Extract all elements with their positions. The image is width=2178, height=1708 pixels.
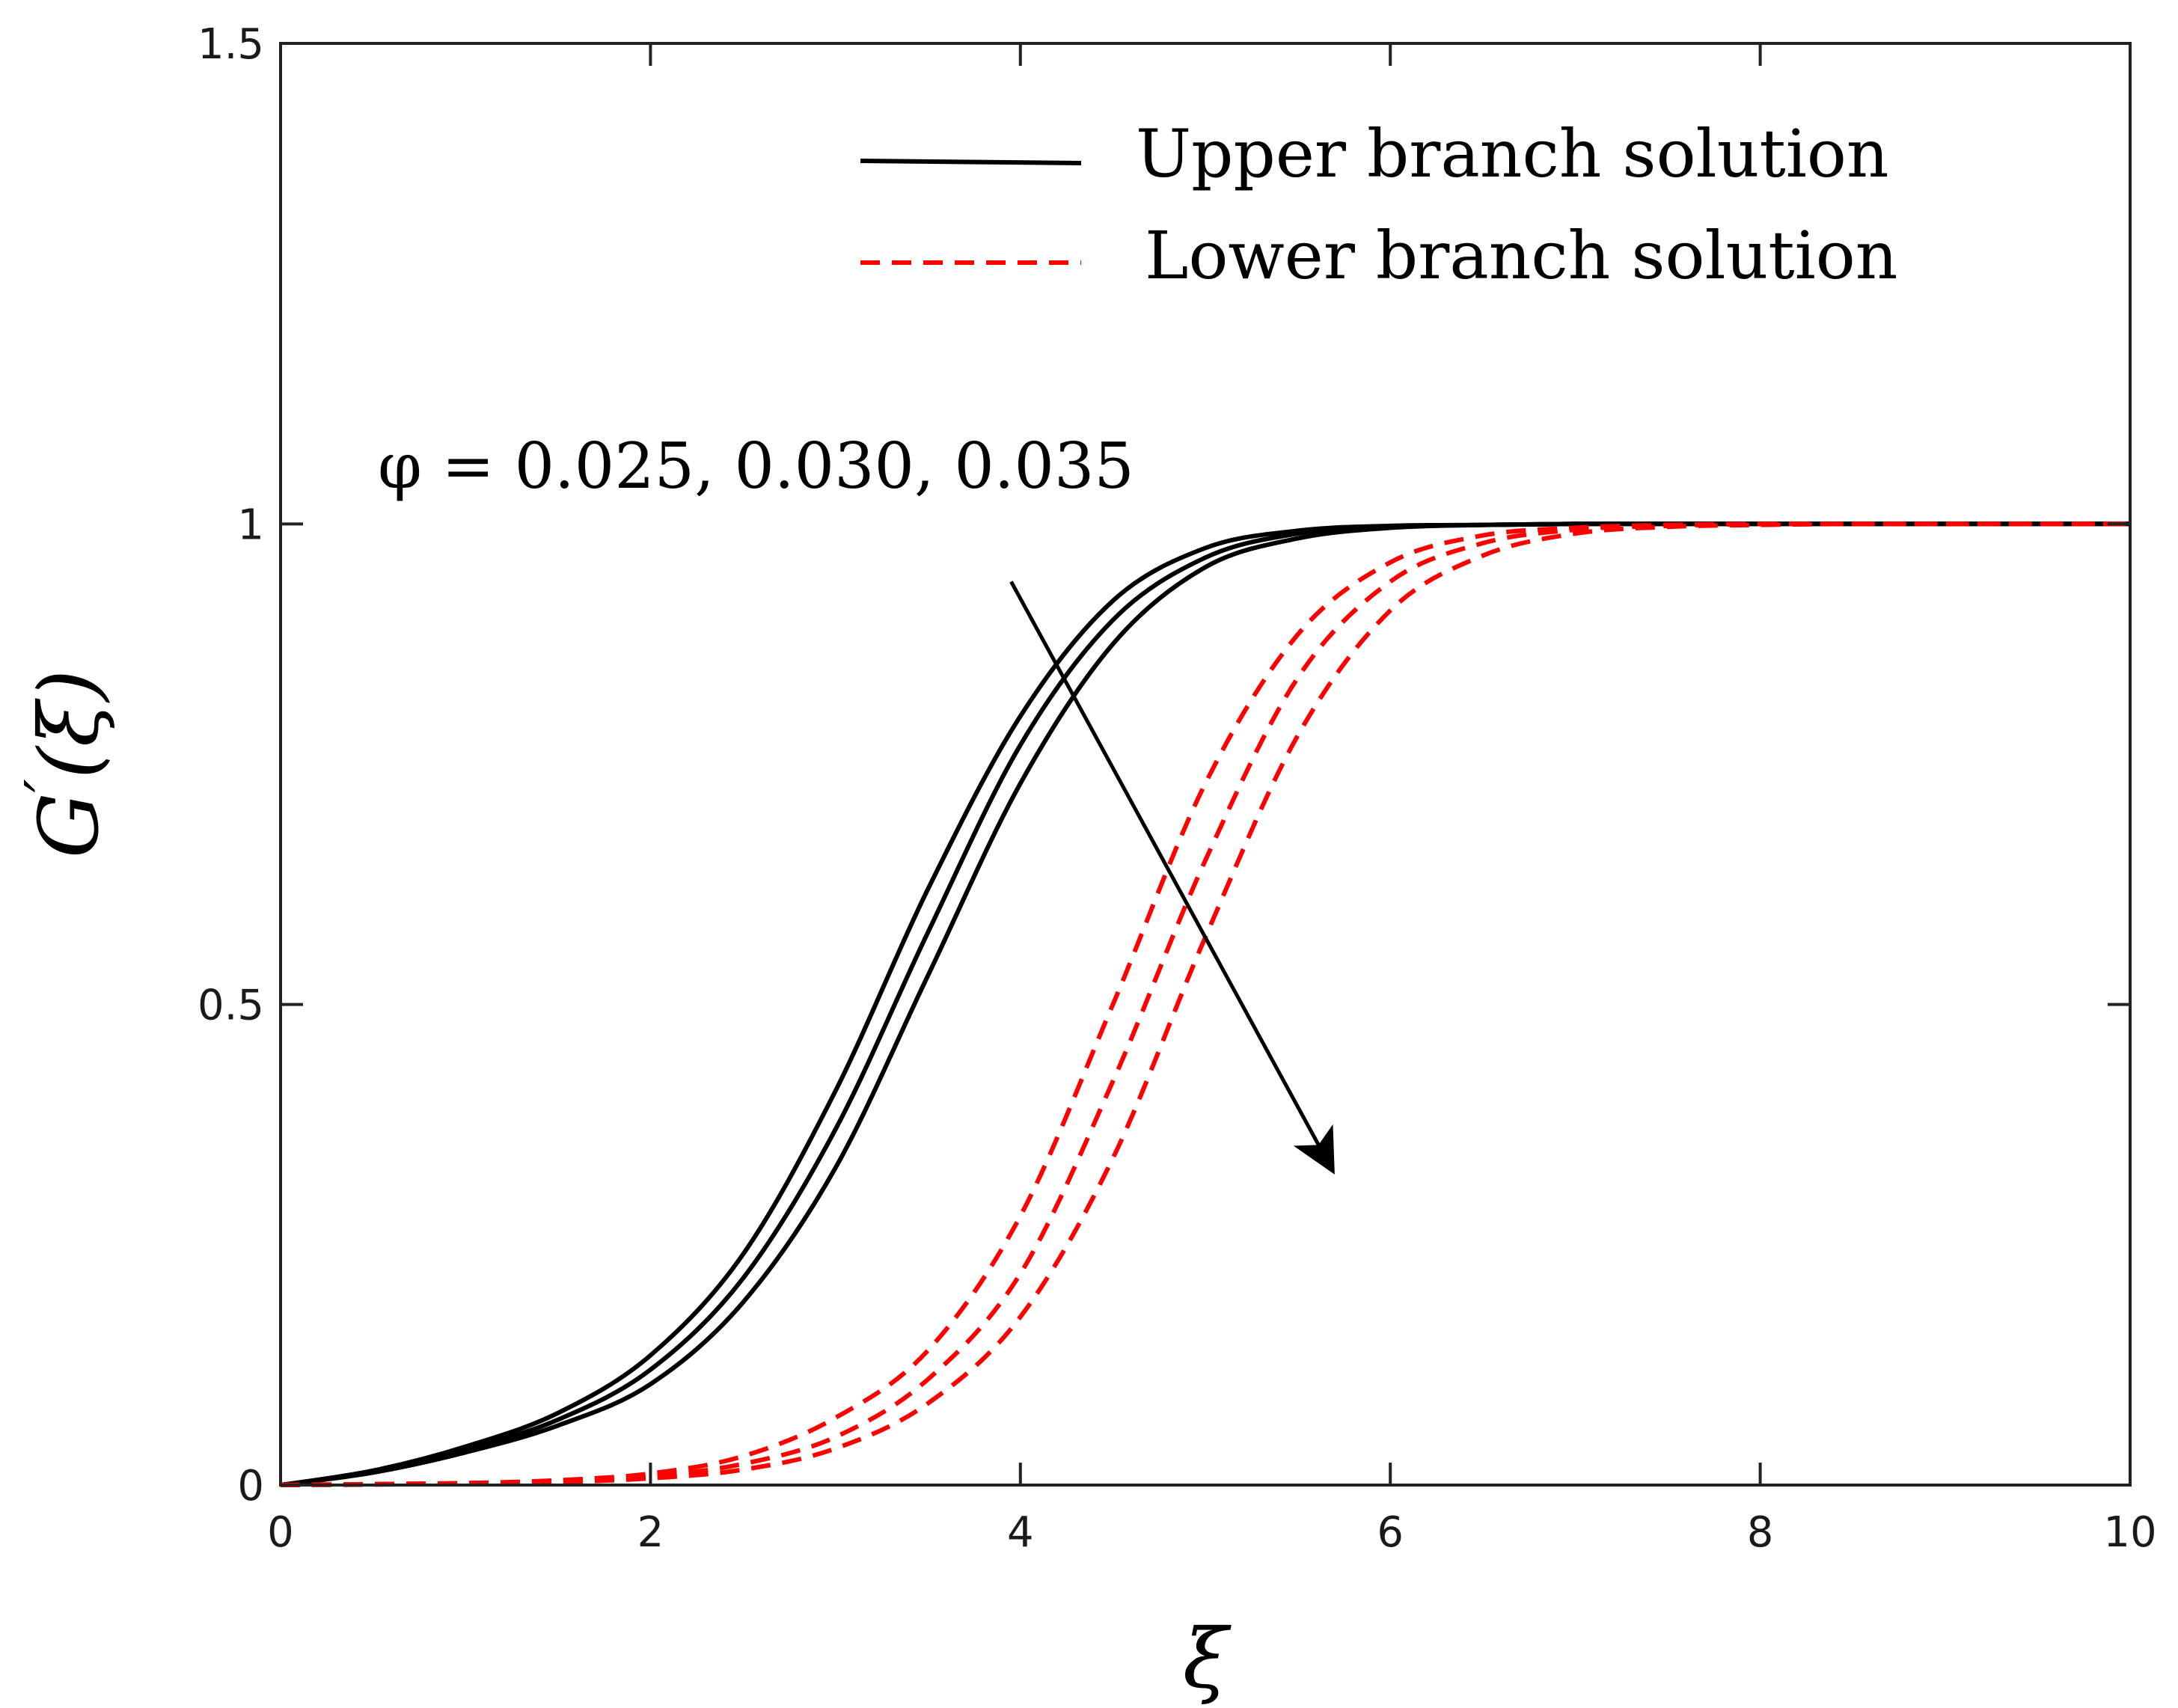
trend-arrow [1009, 581, 1335, 1175]
series-line-lower-0.025 [280, 521, 2130, 1487]
series-line-upper-0.035 [280, 521, 2130, 1487]
svg-text:G′(ξ): G′(ξ) [12, 670, 117, 858]
legend: Upper branch solution Lower branch solut… [860, 115, 1897, 294]
series-line-lower-0.035 [280, 521, 2130, 1487]
y-axis-label-arg: (ξ) [21, 670, 117, 779]
x-tick-label: 4 [1007, 1508, 1034, 1557]
y-axis-label: G′(ξ) [12, 670, 117, 858]
x-tick-label: 8 [1747, 1508, 1774, 1557]
plot-frame [279, 42, 2132, 1487]
legend-label-lower: Lower branch solution [1145, 217, 1897, 294]
phi-annotation: φ = 0.025, 0.030, 0.035 [378, 429, 1134, 503]
x-tick-label: 0 [267, 1508, 294, 1557]
x-tick-label: 6 [1377, 1508, 1404, 1557]
x-tick-label: 2 [637, 1508, 664, 1557]
y-axis-label-prime: ′ [12, 779, 82, 792]
legend-label-upper: Upper branch solution [1136, 115, 1889, 192]
series-line-upper-0.025 [280, 521, 2130, 1487]
series-line-upper-0.030 [280, 521, 2130, 1487]
y-tick-label: 0 [237, 1462, 264, 1510]
series-layer [280, 521, 2130, 1487]
y-tick-label: 1.5 [198, 20, 264, 69]
y-tick-label: 1 [237, 501, 264, 549]
ticks-layer: 0 2 4 6 8 10 0 0.5 1 1.5 [198, 20, 2157, 1557]
legend-swatch-upper [860, 159, 1082, 165]
x-tick-label: 10 [2103, 1508, 2156, 1557]
y-tick-label: 0.5 [198, 982, 264, 1030]
y-axis-label-base: G [21, 792, 117, 858]
series-line-lower-0.030 [280, 521, 2130, 1487]
x-axis-label: ξ [1183, 1611, 1232, 1707]
